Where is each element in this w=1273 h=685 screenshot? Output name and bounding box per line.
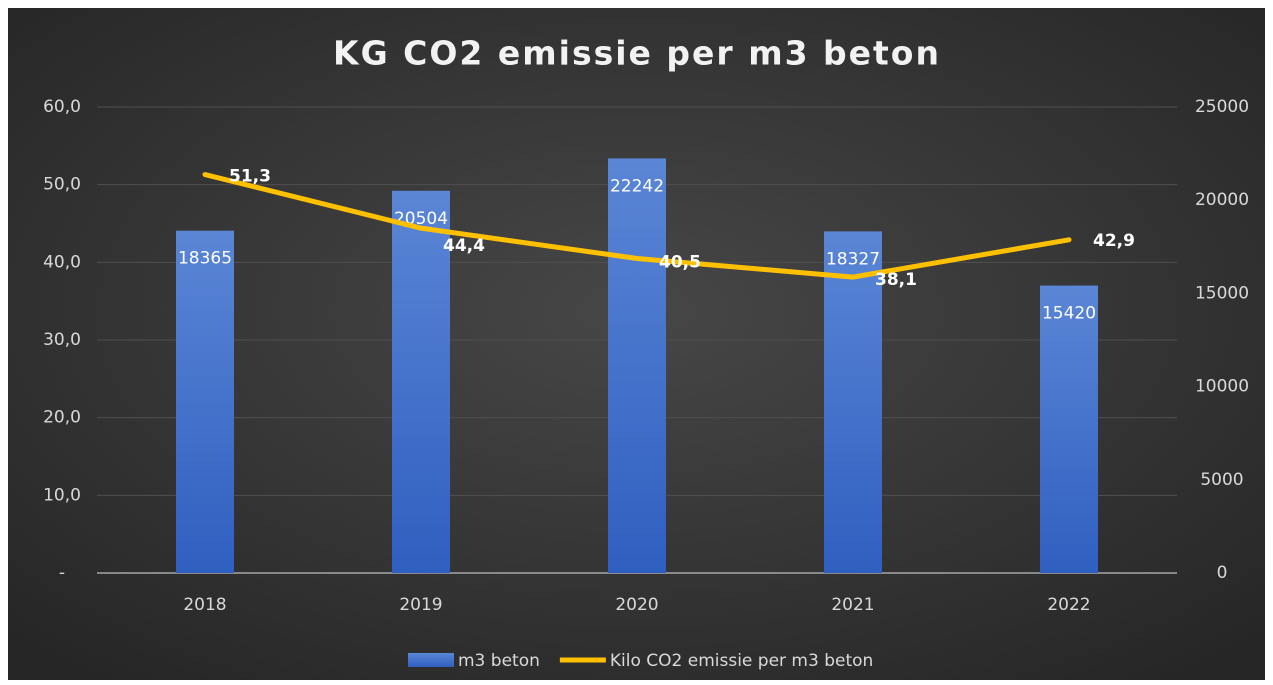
x-tick-label: 2019	[399, 595, 442, 615]
y2-tick-label: 0	[1217, 563, 1228, 583]
y2-tick-label: 15000	[1195, 283, 1249, 303]
x-tick-label: 2021	[831, 595, 874, 615]
y-tick-label: 10,0	[43, 485, 81, 505]
bar	[392, 190, 450, 574]
y-tick-label: 50,0	[43, 175, 81, 195]
x-tick-label: 2020	[615, 595, 658, 615]
legend-label: m3 beton	[458, 651, 540, 671]
line-value-label: 40,5	[659, 252, 701, 272]
y-tick-label: 60,0	[43, 97, 81, 117]
line-value-label: 51,3	[229, 167, 271, 187]
bar-value-label: 22242	[610, 176, 664, 196]
line-value-label: 38,1	[875, 270, 917, 290]
chart-title: KG CO2 emissie per m3 beton	[333, 34, 941, 73]
bar	[176, 230, 234, 574]
bar	[1040, 285, 1098, 573]
bar	[824, 231, 882, 574]
legend-swatch	[408, 653, 454, 667]
bar-value-label: 15420	[1042, 304, 1096, 324]
line	[202, 172, 1072, 280]
x-tick-label: 2022	[1047, 595, 1090, 615]
x-tick-label: 2018	[183, 595, 226, 615]
y-tick-label: 20,0	[43, 408, 81, 428]
line-value-label: 42,9	[1093, 231, 1135, 251]
y2-tick-label: 20000	[1195, 190, 1249, 210]
bar-value-label: 18327	[826, 249, 880, 269]
y-tick-label: 40,0	[43, 252, 81, 272]
y2-tick-label: 5000	[1200, 470, 1243, 490]
y2-tick-label: 25000	[1195, 97, 1249, 117]
y-tick-label: 30,0	[43, 330, 81, 350]
line-value-label: 44,4	[443, 236, 485, 256]
legend-label: Kilo CO2 emissie per m3 beton	[610, 651, 873, 671]
y-tick-label: -	[59, 563, 65, 583]
y2-tick-label: 10000	[1195, 377, 1249, 397]
bar	[608, 158, 666, 573]
bar-value-label: 18365	[178, 249, 232, 269]
